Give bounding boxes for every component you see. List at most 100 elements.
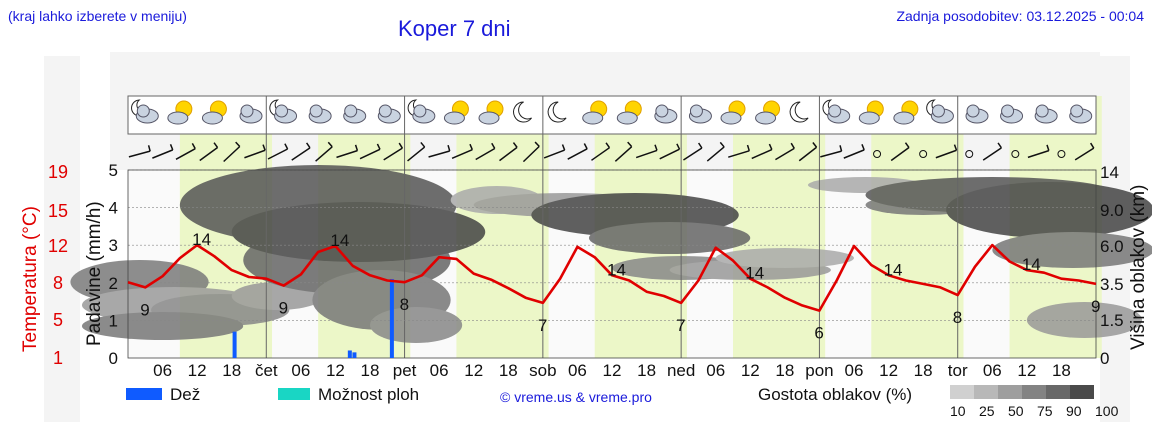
wind-barb-icon	[728, 144, 750, 158]
barb-feather	[627, 141, 633, 148]
barb-shaft	[935, 149, 957, 159]
cloud-legend-value: 50	[1008, 403, 1024, 419]
barb-feather	[512, 142, 518, 148]
wind-barb-icon	[659, 143, 681, 160]
cloud-legend-value: 25	[979, 403, 995, 419]
rain-bar	[389, 279, 394, 358]
precip-tick: 0	[109, 349, 118, 368]
cloudy-icon	[1034, 104, 1058, 124]
cloud-shape	[966, 104, 980, 118]
temperature-line	[127, 243, 1097, 312]
barb-feather	[654, 144, 658, 151]
region-hint: (kraj lahko izberete v meniju)	[8, 8, 187, 24]
temp-tick: 5	[53, 310, 63, 330]
barb-feather	[398, 142, 404, 149]
wind-barb-icon	[244, 144, 266, 159]
temp-value-label: 9	[279, 299, 288, 318]
wind-barb-icon	[935, 144, 958, 159]
x-tick-label: 12	[464, 361, 483, 380]
sun-cloud-icon	[893, 100, 919, 125]
wind-barb-icon	[199, 142, 219, 162]
cloud-shape	[755, 111, 777, 125]
page-title: Koper 7 dni	[398, 16, 511, 41]
x-tick-label: pon	[805, 361, 833, 380]
cloudy-night-icon	[274, 104, 298, 124]
cloudy-night-icon	[930, 104, 954, 124]
barb-shaft	[982, 147, 1002, 161]
barb-shaft	[591, 147, 610, 161]
precip-tick: 1	[109, 311, 118, 330]
cloud-shape	[240, 104, 254, 118]
cloudy-icon	[377, 104, 401, 124]
barb-feather	[583, 143, 588, 150]
barb-shaft	[244, 149, 266, 159]
rain-bar	[347, 350, 352, 358]
temp-tick: 8	[53, 273, 63, 293]
barb-feather	[191, 143, 196, 150]
barb-feather	[953, 144, 958, 151]
wind-barb-icon	[982, 142, 1003, 161]
cloudy-night-icon	[412, 104, 436, 124]
barb-shaft	[775, 147, 795, 161]
wind-barb-icon	[152, 144, 174, 159]
cloudy-night-icon	[827, 104, 851, 124]
wind-barb-icon	[591, 142, 611, 161]
temp-tick: 1	[53, 348, 63, 368]
precip-tick: 2	[109, 274, 118, 293]
cloudy-icon	[1000, 104, 1024, 124]
cloud-shape	[858, 111, 880, 125]
cloud-shape	[720, 111, 742, 125]
x-tick-label: 18	[775, 361, 794, 380]
barb-feather	[235, 141, 241, 148]
cloud-shape	[167, 111, 189, 125]
barb-feather	[169, 144, 174, 151]
temp-tick: 15	[48, 201, 68, 221]
barb-shaft	[315, 146, 333, 162]
precip-axis-title: Padavine (mm/h)	[84, 201, 105, 346]
cloud-shape	[655, 104, 669, 118]
sun-cloud-icon	[720, 100, 746, 125]
cloud-shape	[828, 104, 842, 118]
barb-shaft	[820, 150, 842, 158]
barb-feather	[284, 143, 289, 150]
barb-feather	[469, 143, 474, 150]
wind-barb-icon	[336, 144, 359, 159]
daylight-band	[871, 96, 964, 358]
wind-barb-icon	[407, 141, 426, 162]
rain-bar	[352, 352, 357, 358]
barb-shaft	[336, 149, 358, 159]
barb-feather	[812, 142, 818, 148]
x-tick-label: 06	[568, 361, 587, 380]
barb-feather	[790, 142, 795, 149]
barb-shaft	[291, 147, 311, 161]
sun-cloud-icon	[616, 100, 642, 125]
barb-feather	[420, 141, 426, 148]
temp-value-label: 6	[814, 324, 823, 343]
barb-shaft	[407, 146, 426, 162]
shower-legend-label: Možnost ploh	[318, 385, 419, 404]
calm-wind-icon	[919, 150, 928, 158]
cloudy-icon	[308, 104, 332, 124]
cloud-legend-title: Gostota oblakov (%)	[758, 385, 912, 404]
barb-shaft	[1074, 147, 1095, 161]
barb-shaft	[175, 148, 196, 160]
barb-shaft	[567, 148, 588, 160]
x-tick-label: 12	[741, 361, 760, 380]
cloud-shape	[309, 104, 323, 118]
calm-wind-icon	[965, 150, 974, 158]
x-tick-label: pet	[393, 361, 417, 380]
barb-shaft	[543, 149, 565, 159]
wind-barb-icon	[1027, 144, 1050, 159]
cloud-shape	[136, 104, 150, 118]
cloud-blob	[992, 232, 1152, 268]
sun-cloud-icon	[478, 100, 504, 125]
left-panel	[44, 56, 80, 422]
wind-barb-icon	[499, 142, 518, 162]
cloud-shape	[478, 111, 500, 125]
cloud-shape	[893, 111, 915, 125]
cloud-shape	[1035, 104, 1049, 118]
cloud-legend-swatch	[998, 385, 1022, 399]
calm-wind-icon	[873, 150, 882, 158]
sun-cloud-icon	[201, 100, 227, 125]
temp-value-label: 8	[400, 295, 409, 314]
